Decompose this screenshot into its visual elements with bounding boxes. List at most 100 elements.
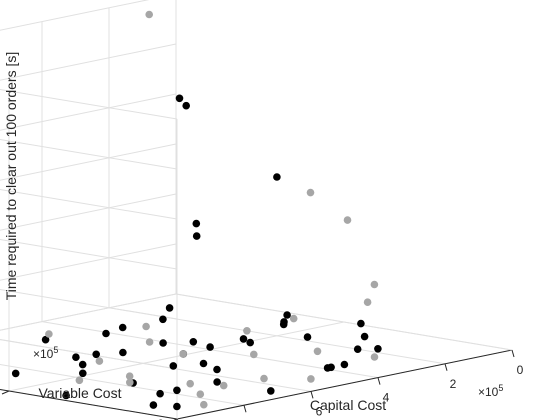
data-point-black <box>62 391 70 400</box>
data-point-black <box>175 94 184 103</box>
data-point-black <box>72 353 80 362</box>
data-point-gray <box>179 350 187 358</box>
data-point-black <box>273 173 281 181</box>
floor-edge-right <box>175 293 513 351</box>
data-point-gray <box>219 381 228 390</box>
tick-layer: 02468100510020004000600080001000012000 <box>1 349 524 420</box>
x-tick-mark <box>310 391 314 399</box>
data-point-gray <box>370 280 379 289</box>
data-point-black <box>192 232 201 240</box>
data-point-black <box>213 365 221 374</box>
data-point-gray <box>126 378 134 387</box>
data-point-black <box>165 304 174 312</box>
x-tick-label: 8 <box>249 418 256 420</box>
data-point-black <box>327 363 335 372</box>
point-layer <box>11 10 382 411</box>
data-point-black <box>353 345 362 354</box>
y-tick-label: 0 <box>157 417 164 420</box>
data-point-gray <box>75 376 84 385</box>
x-tick-mark <box>243 405 247 413</box>
data-point-gray <box>145 338 154 346</box>
grid-line-back-z <box>0 0 150 31</box>
data-point-black <box>206 343 214 351</box>
grid-line-side-z <box>0 88 178 120</box>
x-axis-label: Capital Cost <box>310 397 386 413</box>
data-point-gray <box>343 216 352 224</box>
data-point-black <box>102 329 110 338</box>
grid-line-back-z <box>0 93 177 131</box>
data-point-gray <box>370 353 379 361</box>
data-point-black <box>173 386 181 395</box>
data-point-gray <box>145 10 153 19</box>
data-point-black <box>357 319 365 328</box>
data-point-black <box>239 335 248 343</box>
x-tick-mark <box>444 363 448 371</box>
x-tick-mark <box>377 377 381 385</box>
data-point-black <box>78 360 87 369</box>
z-axis-label: Time required to clear out 100 orders [s… <box>3 52 19 301</box>
data-point-black <box>340 360 349 369</box>
data-point-gray <box>125 372 134 381</box>
data-point-gray <box>306 188 315 197</box>
data-point-black <box>283 311 291 319</box>
grid-line-back-z <box>0 43 177 81</box>
data-point-gray <box>363 298 372 307</box>
data-point-gray <box>186 379 194 388</box>
grid-line-side-z <box>0 238 178 270</box>
data-point-black <box>182 101 190 110</box>
grid-line-back-z <box>0 293 177 331</box>
data-point-gray <box>260 374 268 383</box>
data-point-black <box>267 387 275 395</box>
data-point-black <box>149 401 158 409</box>
data-point-black <box>189 338 198 346</box>
data-point-black <box>92 350 100 359</box>
x-tick-mark <box>511 349 515 358</box>
data-point-gray <box>142 322 150 331</box>
data-point-black <box>246 338 254 347</box>
data-point-black <box>119 348 127 357</box>
axis-layer <box>0 0 513 420</box>
data-point-gray <box>307 375 315 383</box>
grid-line-side-z <box>0 188 178 220</box>
data-point-black <box>303 333 312 341</box>
data-point-black <box>192 219 201 228</box>
data-point-gray <box>250 350 258 359</box>
data-point-black <box>159 315 167 324</box>
data-point-black <box>118 323 127 332</box>
grid-line-side-z <box>0 138 178 170</box>
data-point-black <box>374 345 382 353</box>
data-point-black <box>213 378 221 386</box>
data-point-gray <box>45 330 53 338</box>
y-axis-label: Variable Cost <box>38 385 121 401</box>
data-point-black <box>159 339 167 347</box>
data-point-black <box>169 362 178 370</box>
y-axis-multiplier: ×105 <box>33 345 58 361</box>
data-point-gray <box>289 314 298 323</box>
data-point-black <box>173 402 181 411</box>
grid-line-back-z <box>0 193 177 231</box>
data-point-gray <box>200 400 208 409</box>
data-point-gray <box>95 357 104 365</box>
data-point-black <box>360 332 369 341</box>
data-point-black <box>199 359 208 368</box>
grid-line-side-z <box>0 338 178 370</box>
x-axis-line <box>176 349 513 420</box>
grid-line-back-z <box>0 243 177 281</box>
data-point-black <box>11 369 20 378</box>
x-tick-label: 4 <box>383 391 390 405</box>
data-point-black <box>41 335 50 344</box>
data-point-black <box>156 389 164 398</box>
data-point-black <box>279 320 288 329</box>
x-tick-label: 0 <box>517 363 524 377</box>
data-point-gray <box>196 390 205 399</box>
grid-line-back-z <box>0 143 177 181</box>
y-tick-mark <box>1 390 10 395</box>
x-tick-label: 2 <box>450 377 457 391</box>
x-axis-multiplier: ×105 <box>478 383 503 399</box>
grid-line-side-z <box>0 288 178 320</box>
data-point-gray <box>313 347 322 356</box>
data-point-black <box>79 369 87 378</box>
data-point-gray <box>243 327 251 335</box>
